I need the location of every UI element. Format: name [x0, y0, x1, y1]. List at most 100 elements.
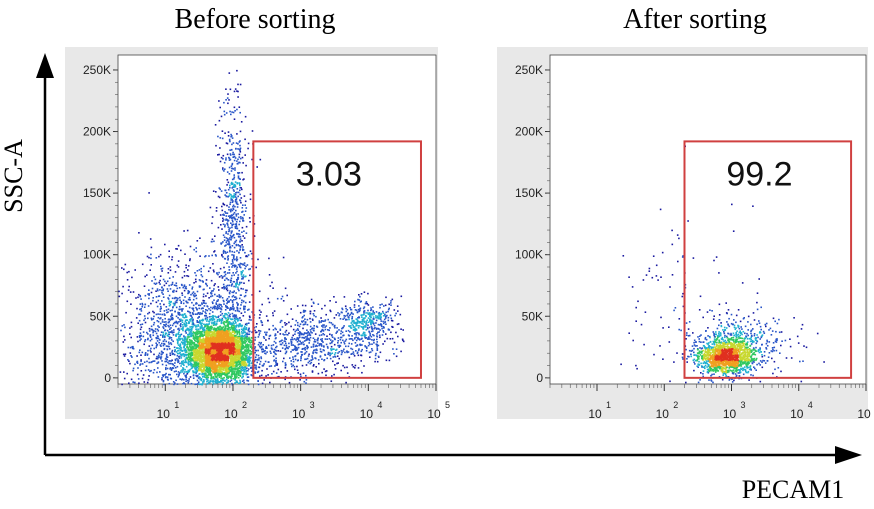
event-dot — [165, 323, 167, 325]
event-dot — [216, 320, 218, 323]
event-dot — [171, 368, 173, 370]
event-dot — [285, 333, 287, 336]
event-dot — [171, 297, 174, 300]
event-dot — [203, 379, 205, 381]
event-dot — [195, 346, 198, 348]
event-dot — [194, 313, 197, 315]
event-dot — [197, 354, 200, 357]
event-dot — [183, 338, 186, 340]
event-dot — [207, 371, 209, 374]
event-dot — [190, 349, 192, 352]
event-dot — [221, 319, 224, 321]
event-dot — [202, 370, 205, 373]
event-dot — [215, 358, 218, 360]
event-dot — [190, 339, 192, 342]
event-dot — [202, 307, 204, 310]
event-dot — [217, 315, 220, 318]
event-dot — [174, 366, 177, 369]
event-dot — [188, 338, 191, 341]
event-dot — [165, 357, 168, 359]
event-dot — [247, 361, 250, 363]
event-dot — [224, 369, 227, 371]
event-dot — [213, 357, 216, 359]
event-dot — [244, 325, 246, 328]
event-dot — [195, 324, 197, 327]
event-dot — [212, 342, 214, 345]
event-dot — [192, 310, 195, 312]
event-dot — [218, 333, 220, 336]
event-dot — [192, 331, 195, 333]
event-dot — [162, 336, 164, 338]
event-dot — [246, 367, 248, 369]
event-dot — [217, 362, 220, 365]
event-dot — [176, 373, 178, 376]
event-dot — [177, 355, 180, 358]
event-dot — [219, 356, 221, 359]
event-dot — [193, 282, 195, 284]
event-dot — [177, 297, 179, 300]
event-dot — [241, 336, 243, 339]
event-dot — [188, 284, 191, 286]
event-dot — [196, 362, 199, 365]
event-dot — [221, 380, 223, 382]
event-dot — [168, 294, 171, 297]
event-dot — [159, 334, 162, 336]
event-dot — [201, 382, 204, 385]
event-dot — [224, 346, 226, 348]
event-dot — [166, 329, 169, 332]
event-dot — [242, 345, 244, 348]
event-dot — [155, 313, 158, 316]
event-dot — [277, 350, 279, 352]
event-dot — [232, 294, 235, 297]
event-dot — [196, 359, 199, 362]
event-dot — [243, 370, 246, 373]
event-dot — [139, 308, 141, 311]
event-dot — [218, 353, 221, 356]
event-dot — [129, 327, 131, 329]
event-dot — [241, 334, 243, 337]
event-dot — [244, 361, 246, 364]
event-dot — [215, 354, 217, 357]
event-dot — [208, 340, 210, 343]
event-dot — [207, 374, 209, 377]
event-dot — [185, 264, 187, 266]
event-dot — [161, 351, 163, 354]
event-dot — [155, 346, 157, 349]
event-dot — [243, 334, 246, 337]
event-dot — [182, 328, 184, 331]
event-dot — [264, 349, 266, 352]
event-dot — [225, 359, 228, 362]
event-dot — [227, 335, 230, 338]
event-dot — [169, 352, 171, 355]
event-dot — [152, 299, 154, 302]
event-dot — [184, 296, 186, 298]
event-dot — [220, 369, 222, 372]
event-dot — [187, 265, 190, 267]
event-dot — [240, 348, 242, 351]
event-dot — [177, 244, 180, 247]
event-dot — [185, 319, 188, 321]
event-dot — [187, 382, 190, 384]
event-dot — [152, 331, 154, 334]
event-dot — [185, 370, 188, 373]
event-dot — [136, 336, 139, 338]
event-dot — [266, 347, 268, 349]
event-dot — [201, 333, 203, 335]
event-dot — [166, 356, 169, 358]
event-dot — [157, 367, 159, 369]
event-dot — [223, 356, 225, 358]
event-dot — [205, 315, 208, 317]
event-dot — [224, 273, 227, 276]
event-dot — [173, 365, 176, 367]
event-dot — [232, 335, 234, 337]
event-dot — [206, 292, 209, 295]
event-dot — [184, 361, 186, 364]
event-dot — [219, 343, 222, 345]
event-dot — [167, 311, 169, 313]
event-dot — [246, 349, 249, 351]
event-dot — [169, 288, 172, 290]
event-dot — [197, 335, 200, 338]
event-dot — [247, 349, 250, 352]
event-dot — [211, 322, 213, 325]
event-dot — [190, 343, 192, 346]
